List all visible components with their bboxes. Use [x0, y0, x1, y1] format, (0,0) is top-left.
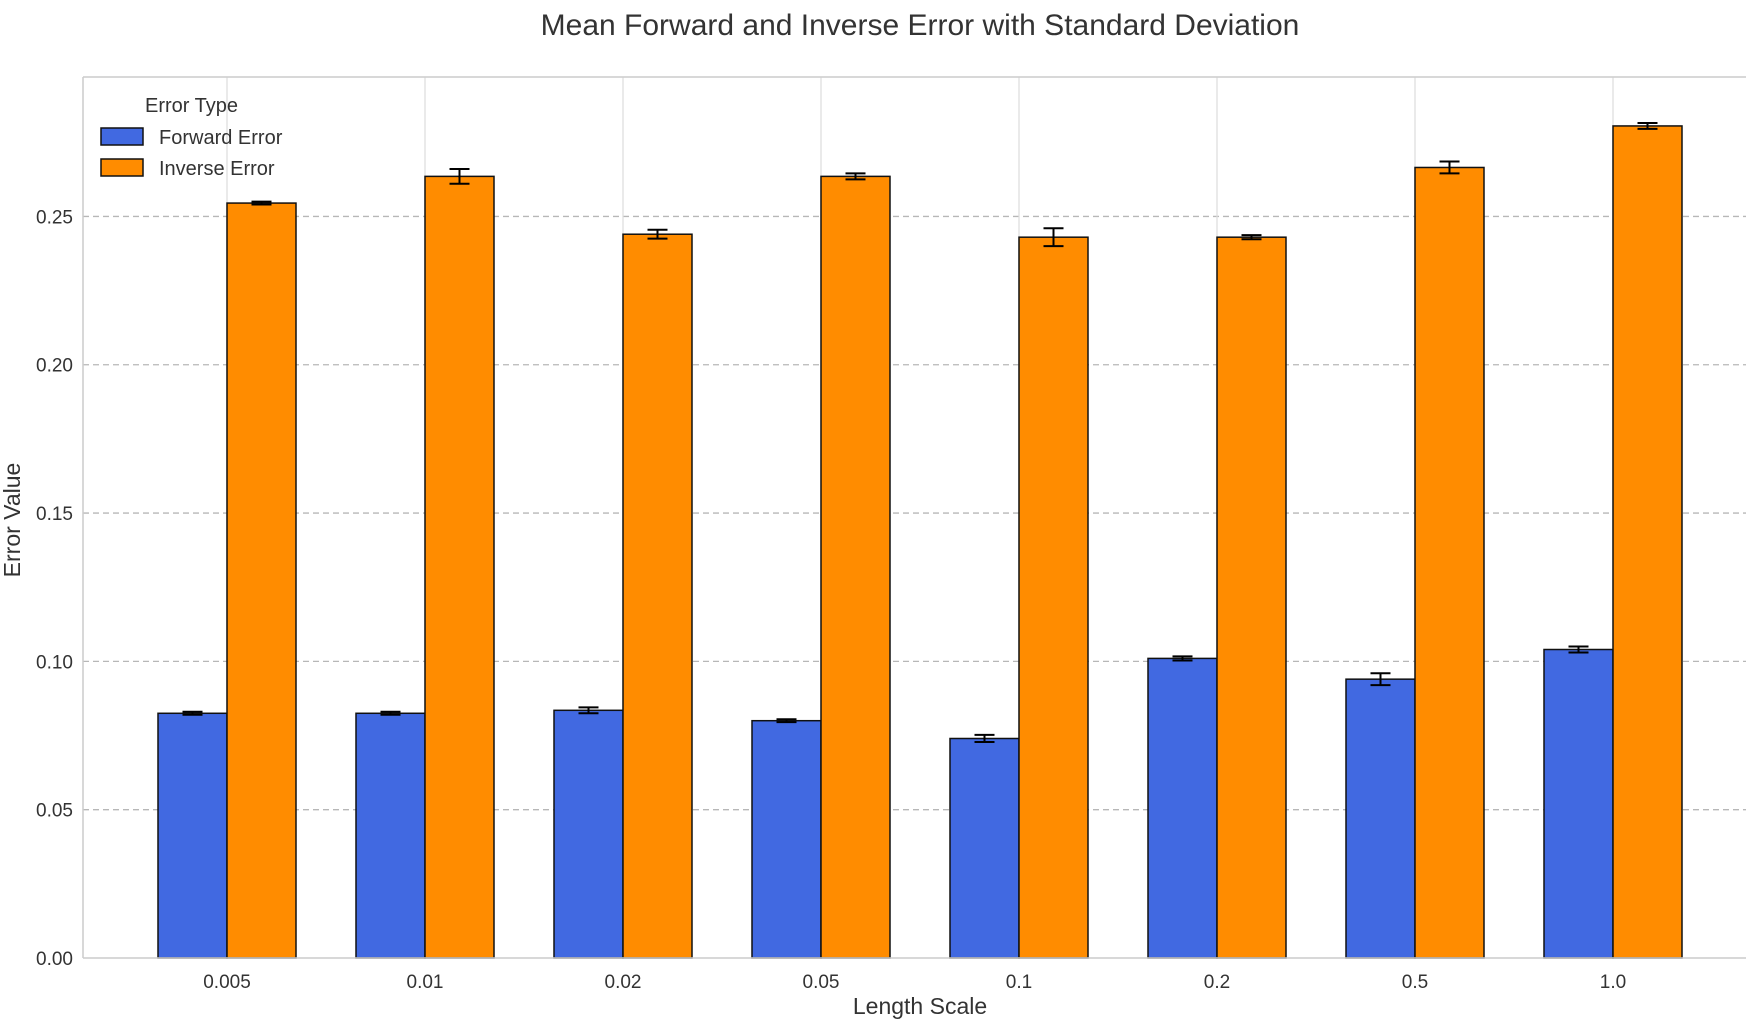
x-tick-label: 0.02: [605, 972, 642, 993]
bar-inverse-error: [622, 233, 693, 959]
legend-swatch-inverse-error: [100, 158, 144, 177]
y-tick-label: 0.20: [36, 356, 73, 377]
bar-forward-error: [1147, 657, 1218, 959]
bar-inverse-error: [1216, 236, 1287, 959]
legend: Error Type Forward Error Inverse Error: [100, 95, 283, 180]
bar-inverse-error: [820, 175, 891, 959]
chart-title: Mean Forward and Inverse Error with Stan…: [541, 9, 1300, 42]
x-tick-label: 0.005: [203, 972, 251, 993]
errorbar-layer: [182, 121, 1658, 744]
x-tick-label: 0.1: [1006, 972, 1032, 993]
y-tick-label: 0.15: [36, 504, 73, 525]
x-tick-label: 0.5: [1402, 972, 1428, 993]
x-tick-label: 0.01: [407, 972, 444, 993]
bar-forward-error: [1543, 648, 1614, 959]
legend-swatch-forward-error: [100, 127, 144, 146]
y-tick-label: 0.00: [36, 949, 73, 970]
x-tick-label: 0.05: [803, 972, 840, 993]
bar-inverse-error: [424, 175, 495, 959]
legend-label-inverse-error: Inverse Error: [159, 158, 275, 180]
x-axis-label: Length Scale: [853, 993, 987, 1019]
bar-inverse-error: [1414, 166, 1485, 959]
y-tick-label: 0.10: [36, 652, 73, 673]
bar-forward-error: [1345, 678, 1416, 959]
bar-forward-error: [751, 719, 822, 959]
bar-inverse-error: [1612, 125, 1683, 959]
x-tick-label: 0.2: [1204, 972, 1230, 993]
bar-forward-error: [157, 712, 228, 959]
legend-title: Error Type: [145, 95, 238, 117]
axes-layer: 0.00 0.05 0.10 0.15 0.20 0.25 0.005 0.01 0.02 0.0…: [36, 76, 1746, 993]
bar-inverse-error: [226, 202, 297, 959]
y-axis-label: Error Value: [0, 463, 25, 578]
bar-forward-error: [553, 709, 624, 959]
grid-layer: [83, 77, 1746, 958]
bar-inverse-error: [1018, 236, 1089, 959]
bar-forward-error: [949, 737, 1020, 959]
y-tick-label: 0.25: [36, 207, 73, 228]
bars-layer: [157, 125, 1683, 959]
legend-label-forward-error: Forward Error: [159, 127, 283, 149]
bar-forward-error: [355, 712, 426, 959]
x-tick-label: 1.0: [1600, 972, 1626, 993]
y-tick-label: 0.05: [36, 801, 73, 822]
